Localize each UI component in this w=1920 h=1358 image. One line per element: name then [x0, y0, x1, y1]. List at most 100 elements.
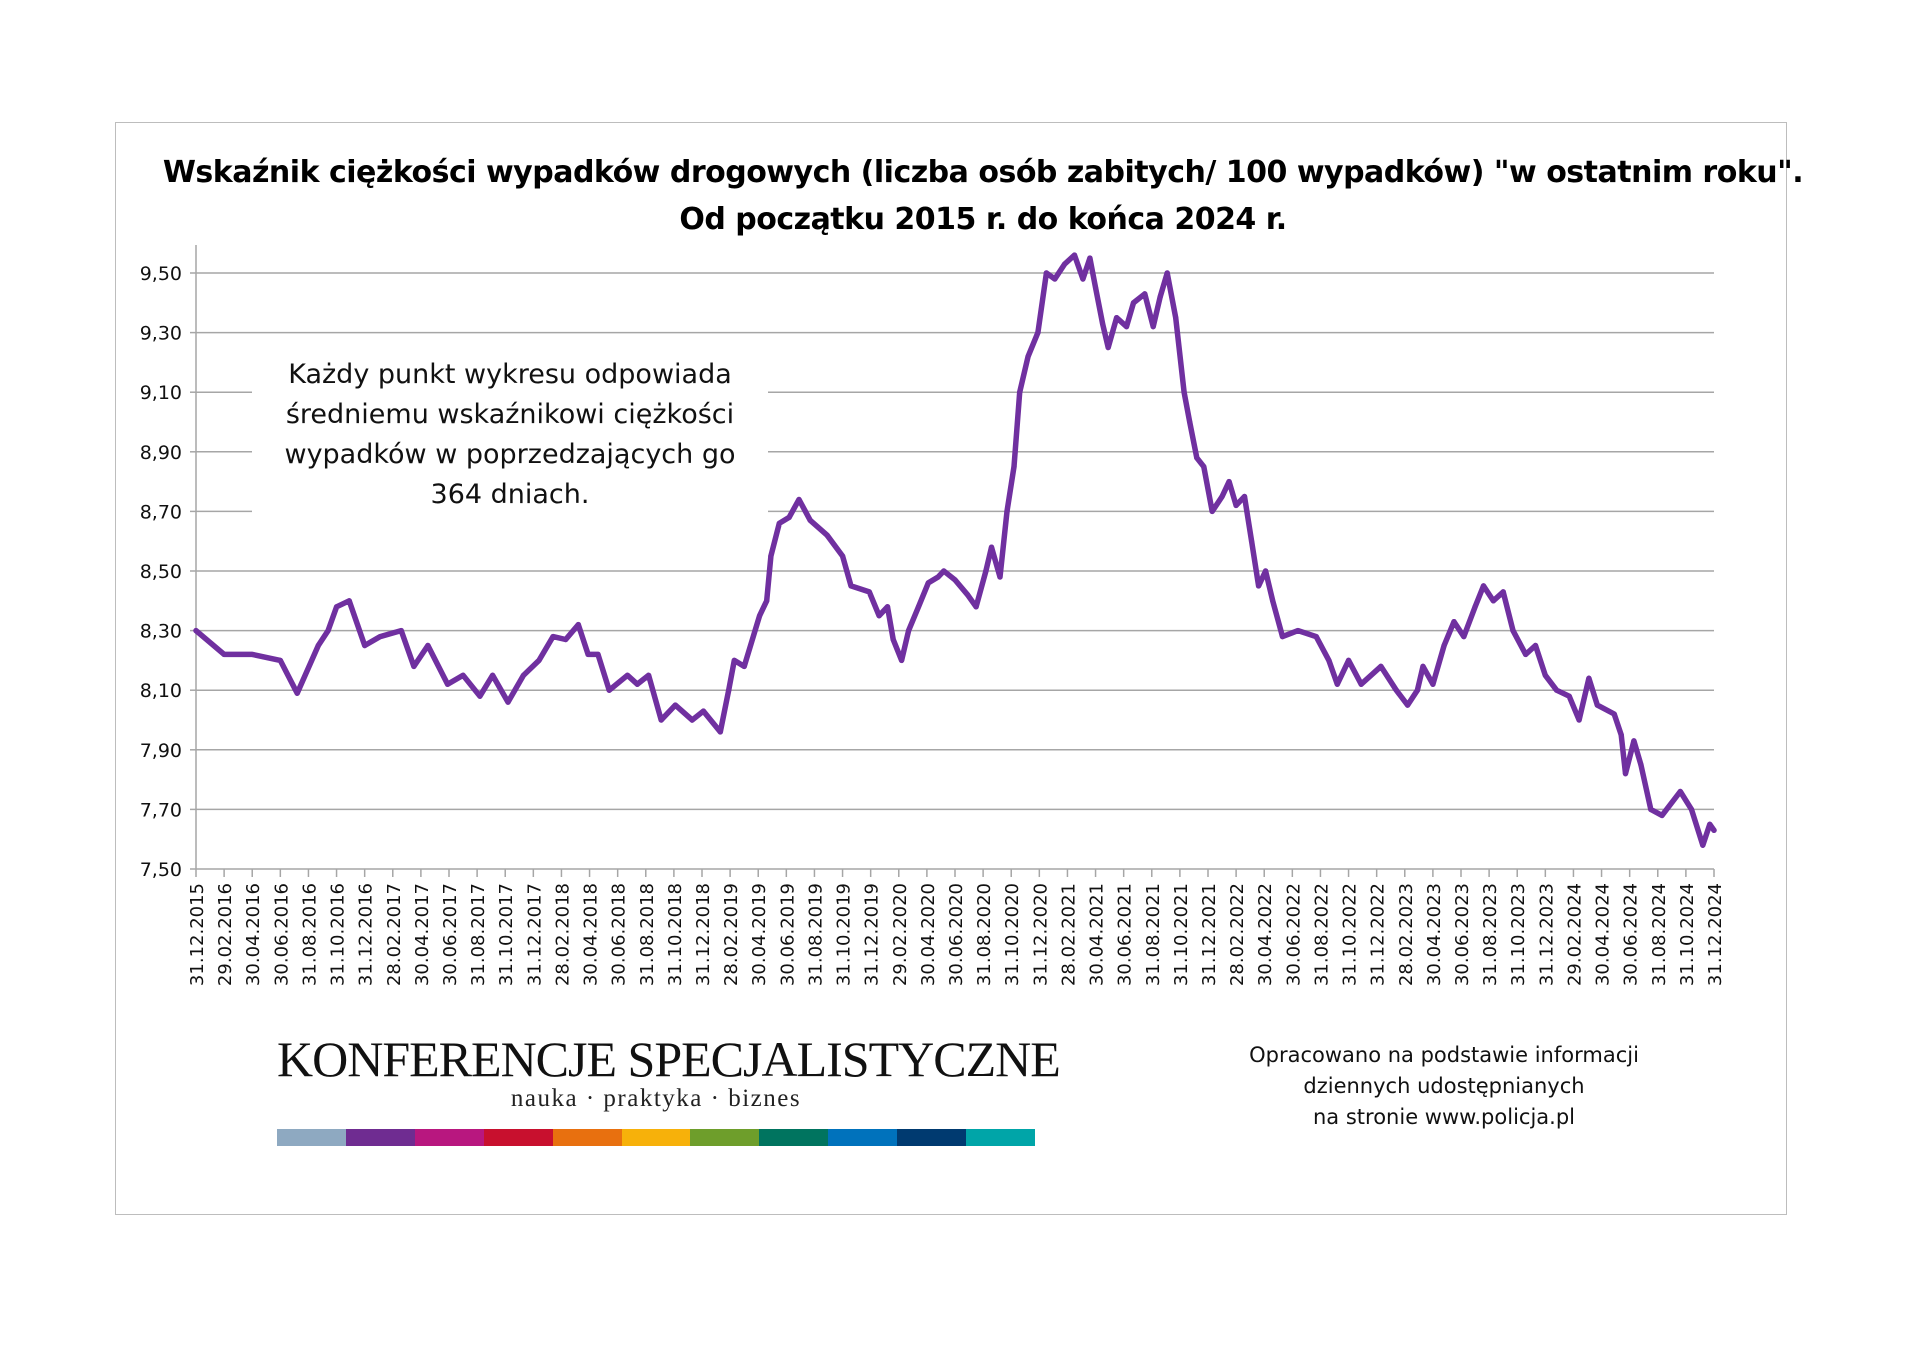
logo-color-segment	[759, 1129, 829, 1146]
data-point	[1576, 717, 1582, 723]
data-point	[1326, 657, 1332, 664]
data-point	[997, 574, 1003, 580]
data-point	[898, 657, 905, 664]
x-tick-label: 31.10.2021	[1171, 883, 1192, 986]
data-point	[536, 657, 542, 664]
x-tick-label: 31.12.2023	[1536, 883, 1557, 986]
data-point	[884, 604, 891, 610]
x-tick-label: 31.10.2020	[1002, 883, 1023, 986]
x-tick-label: 31.10.2016	[328, 883, 349, 986]
logo-color-bar	[277, 1129, 1035, 1146]
x-tick-label: 30.06.2022	[1283, 883, 1304, 986]
data-point	[1114, 315, 1120, 321]
y-tick-label: 7,90	[140, 740, 182, 762]
x-tick-label: 31.12.2020	[1030, 883, 1051, 986]
logo-color-segment	[690, 1129, 760, 1146]
data-point	[689, 717, 695, 723]
data-point	[1025, 353, 1031, 360]
x-tick-label: 28.02.2019	[721, 883, 742, 986]
data-point	[398, 628, 404, 634]
data-point	[1017, 389, 1023, 395]
data-point	[1181, 389, 1187, 395]
x-tick-label: 30.04.2017	[412, 883, 433, 986]
x-tick-label: 31.08.2024	[1649, 883, 1670, 986]
data-point	[731, 657, 737, 664]
x-tick-label: 29.02.2016	[215, 883, 236, 986]
data-point	[1295, 628, 1301, 634]
data-point	[672, 702, 678, 708]
x-tick-label: 31.12.2019	[862, 883, 883, 986]
logo-color-segment	[828, 1129, 898, 1146]
data-point	[411, 663, 417, 669]
x-tick-label: 31.08.2018	[637, 883, 658, 986]
x-tick-label: 31.08.2021	[1143, 883, 1164, 986]
data-point	[1173, 315, 1179, 321]
data-point	[221, 651, 227, 658]
x-tick-label: 31.08.2016	[299, 883, 320, 986]
data-point	[1142, 291, 1148, 297]
y-tick-label: 8,30	[140, 621, 182, 643]
data-point	[1233, 502, 1239, 509]
x-tick-label: 31.12.2017	[524, 883, 545, 986]
data-point	[362, 642, 368, 649]
x-tick-label: 31.08.2023	[1480, 883, 1501, 986]
data-point	[1707, 821, 1713, 827]
x-tick-label: 31.12.2016	[356, 883, 377, 986]
data-point	[346, 598, 352, 604]
x-tick-label: 28.02.2023	[1396, 883, 1417, 986]
x-tick-label: 30.06.2020	[946, 883, 967, 986]
data-point	[1688, 806, 1695, 813]
data-point	[1092, 285, 1099, 291]
data-point	[1510, 628, 1516, 634]
data-point	[1130, 300, 1137, 306]
logo-color-segment	[552, 1129, 622, 1146]
data-point	[1677, 788, 1683, 795]
data-point	[1638, 762, 1644, 768]
x-tick-label: 31.12.2021	[1199, 883, 1220, 986]
data-point	[444, 681, 451, 687]
x-tick-label: 31.08.2020	[974, 883, 995, 986]
data-point	[807, 517, 813, 523]
data-point	[988, 544, 995, 550]
x-tick-label: 30.06.2016	[271, 883, 292, 986]
x-tick-label: 30.06.2019	[777, 883, 798, 986]
data-point	[935, 574, 941, 580]
data-point	[1164, 270, 1170, 276]
data-point	[1279, 633, 1286, 640]
data-point	[1105, 344, 1111, 351]
data-point	[505, 699, 511, 705]
data-point	[1586, 675, 1592, 681]
data-point	[876, 613, 882, 619]
data-point	[1080, 276, 1086, 282]
data-point	[1404, 702, 1411, 708]
chart-annotation: Każdy punkt wykresu odpowiada średniemu …	[252, 355, 768, 515]
data-point	[624, 672, 631, 678]
data-point	[1052, 276, 1058, 282]
x-tick-label: 30.04.2022	[1255, 883, 1276, 986]
source-line: Opracowano na podstawie informacji	[1249, 1043, 1639, 1067]
data-point	[1219, 493, 1225, 500]
data-point	[952, 577, 958, 583]
x-tick-label: 31.10.2017	[496, 883, 517, 986]
x-tick-label: 30.04.2019	[749, 883, 770, 986]
source-note: Opracowano na podstawie informacji dzien…	[1244, 1040, 1644, 1133]
x-tick-label: 28.02.2017	[384, 883, 405, 986]
x-tick-label: 30.06.2018	[609, 883, 630, 986]
data-point	[839, 553, 846, 559]
data-point	[983, 568, 989, 574]
logo-name: KONFERENCJE SPECJALISTYCZNE	[277, 1031, 1061, 1087]
y-tick-label: 7,70	[140, 799, 182, 821]
data-point	[193, 628, 199, 634]
x-tick-label: 30.04.2023	[1424, 883, 1445, 986]
data-point	[1334, 681, 1340, 687]
logo-color-segment	[621, 1129, 691, 1146]
x-tick-label: 31.10.2024	[1677, 883, 1698, 986]
x-tick-label: 30.06.2024	[1621, 883, 1642, 986]
data-point	[700, 708, 707, 714]
data-point	[786, 514, 792, 520]
data-point	[1451, 619, 1457, 625]
y-tick-label: 9,10	[140, 382, 182, 404]
data-point	[325, 628, 331, 634]
data-point	[1648, 806, 1654, 813]
data-point	[1472, 604, 1478, 610]
